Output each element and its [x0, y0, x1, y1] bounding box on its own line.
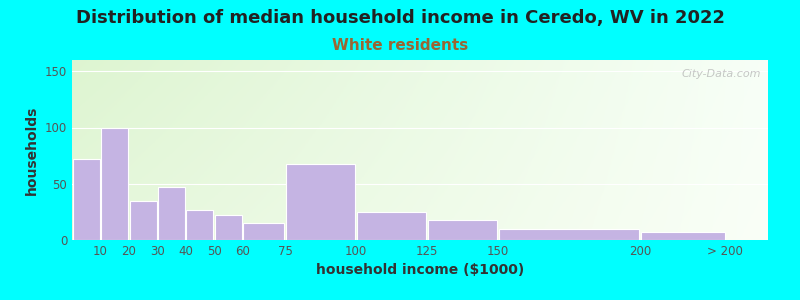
Bar — [641, 232, 725, 240]
Bar — [357, 212, 426, 240]
Text: White residents: White residents — [332, 38, 468, 52]
Bar — [428, 220, 498, 240]
Bar — [186, 210, 214, 240]
Bar — [499, 229, 639, 240]
Y-axis label: households: households — [26, 105, 39, 195]
Bar — [130, 201, 157, 240]
Bar — [101, 128, 128, 240]
Bar — [73, 159, 100, 240]
Text: Distribution of median household income in Ceredo, WV in 2022: Distribution of median household income … — [75, 9, 725, 27]
Bar — [243, 223, 284, 240]
Bar — [214, 215, 242, 240]
Bar — [286, 164, 355, 240]
Bar — [158, 187, 185, 240]
Text: City-Data.com: City-Data.com — [682, 69, 761, 79]
X-axis label: household income ($1000): household income ($1000) — [316, 263, 524, 278]
